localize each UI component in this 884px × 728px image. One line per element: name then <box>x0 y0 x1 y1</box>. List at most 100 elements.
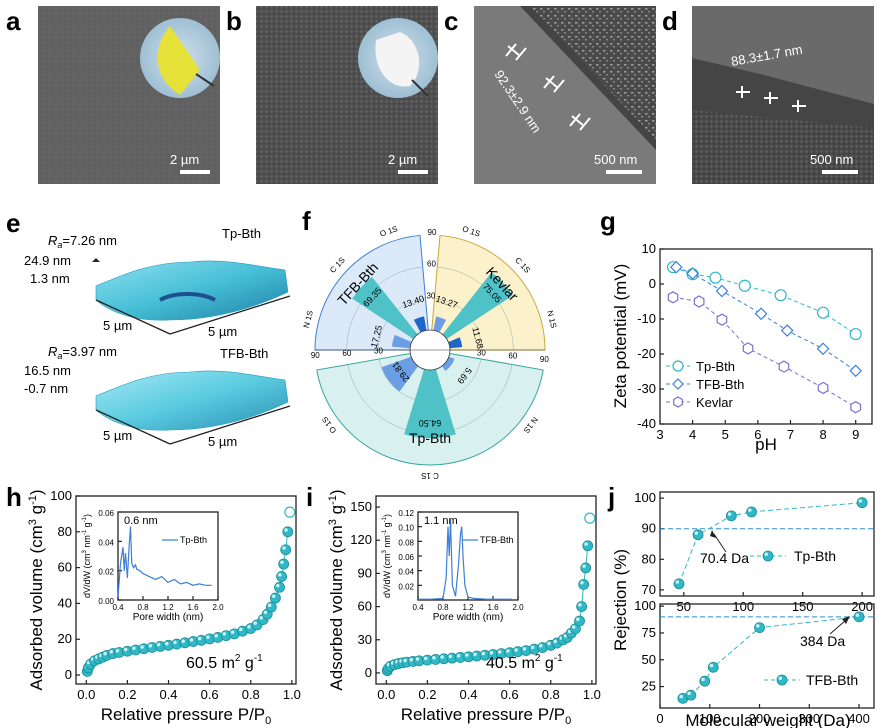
rej-bottom-point-highlight <box>855 613 860 617</box>
iso-i-inset-ylabel-sup1: 3 <box>382 550 388 554</box>
zeta-legend-label: Kevlar <box>696 395 734 410</box>
panel-c: c 92.3±2.9 nm 500 nm <box>444 6 656 184</box>
rej-bottom-xtick-label: 0 <box>656 711 663 726</box>
iso-h-xtick-label: 0.6 <box>201 687 219 702</box>
iso-h-inset-bg <box>118 512 218 600</box>
rej-bottom-point-highlight <box>756 624 760 628</box>
polar-category-label: C 1S <box>421 471 439 480</box>
iso-h-point-highlight <box>165 641 169 646</box>
iso-h-annotation: 60.5 m2 g-1 <box>186 653 263 672</box>
polar-category-label: N 1S <box>302 310 315 329</box>
rej-bottom-legend: TFB-Bth <box>806 672 858 688</box>
panel-label-d: d <box>662 6 678 36</box>
rej-bottom-cutoff-label: 384 Da <box>800 633 845 649</box>
afm-bottom-zmin: -0.7 nm <box>24 381 68 396</box>
iso-i-point-highlight <box>465 653 469 657</box>
iso-i-point-highlight <box>514 648 518 652</box>
polar-bar-C-1S <box>442 272 513 339</box>
rej-bottom-ytick-label: 100 <box>634 598 656 613</box>
iso-h-inset-xlabel: Pore width (nm) <box>133 612 204 623</box>
iso-h-inset-legend: Tp-Bth <box>180 535 207 545</box>
rej-bottom-arrow <box>829 619 847 635</box>
polar-bar-N-1S <box>441 356 455 371</box>
iso-i-xlabel-sub: 0 <box>565 715 571 727</box>
iso-i-annotation-sup2: -1 <box>554 653 563 664</box>
iso-i-point <box>578 579 590 590</box>
scale-label-c: 500 nm <box>594 152 637 167</box>
polar-tick-label: 60 <box>508 352 517 361</box>
zeta-point-TFB-Bth <box>849 364 863 378</box>
iso-i-ylabel-sup2: -1 <box>327 495 339 505</box>
iso-i-xlabel-main: Relative pressure P/P <box>401 705 565 724</box>
iso-h-point <box>265 601 277 613</box>
zeta-legend-label: TFB-Bth <box>696 377 744 392</box>
rej-top-point <box>856 497 868 509</box>
polar-tick-label: 60 <box>342 349 351 358</box>
polar-sector-name: Tp-Bth <box>409 430 451 446</box>
scale-label-a: 2 µm <box>170 152 199 167</box>
afm-bottom-zmax: 16.5 nm <box>24 363 71 378</box>
panel-h: h 0.0 0.2 0.4 0.6 0.8 1.0020406080100Relative… <box>6 482 301 727</box>
iso-i-point-highlight <box>547 641 551 646</box>
rej-bottom-point-highlight <box>701 677 705 682</box>
rej-top-point <box>692 529 704 541</box>
polar-bar-C-1S <box>404 369 456 439</box>
iso-h-point <box>270 592 281 604</box>
iso-i-point-highlight <box>409 657 414 662</box>
iso-i-inset-xtick-label: 2.0 <box>512 603 524 612</box>
iso-i-inset-xtick-label: 1.2 <box>462 603 474 612</box>
panel-label-e: e <box>6 208 20 238</box>
iso-i-inset-ylabel-sup3: -1 <box>382 516 388 522</box>
iso-h-point-highlight <box>109 650 114 654</box>
iso-h-annotation-sup2: -1 <box>254 653 263 664</box>
polar-tick-label: 90 <box>540 355 549 364</box>
tweezer-icon-b <box>411 79 429 97</box>
iso-i-ytick-label: 120 <box>350 532 372 547</box>
iso-h-point-highlight <box>239 627 243 632</box>
rej-top-xtick-label: 50 <box>677 599 691 614</box>
iso-h-point-highlight <box>280 560 284 565</box>
iso-i-ytick-label: 0 <box>365 665 372 680</box>
iso-h-point-highlight <box>181 639 185 643</box>
iso-h-point-highlight <box>247 624 251 629</box>
iso-i-inset-bg <box>418 512 518 600</box>
rej-bottom-frame <box>659 603 875 709</box>
sem-substrate-d <box>692 110 874 184</box>
zeta-point-TFB-Bth <box>754 307 768 321</box>
iso-h-point-highlight <box>230 630 235 634</box>
iso-h-inset-ytick-label: 0.06 <box>98 509 114 518</box>
iso-h-inset-ylabel-main: dV/dW (cm <box>82 554 92 599</box>
iso-h-point-highlight <box>253 621 257 625</box>
iso-h-ylabel-end: ) <box>27 489 46 495</box>
polar-tick-label: 30 <box>477 348 486 357</box>
panel-label-a: a <box>6 6 21 36</box>
iso-i-inset-ylabel-end: ) <box>382 514 392 517</box>
polar-bar-O-1S <box>381 356 419 392</box>
iso-h-inset-xtick-label: 0.8 <box>137 603 149 612</box>
iso-h-point-highlight <box>156 642 161 647</box>
panel-label-c: c <box>444 6 458 36</box>
iso-h-point <box>274 581 285 593</box>
iso-h-inset-curve <box>117 526 212 598</box>
iso-i-inset-xtick-label: 0.8 <box>437 603 449 612</box>
iso-i-point-highlight <box>553 639 557 644</box>
afm-top-x-axis <box>95 299 171 335</box>
rej-top-arrowhead <box>710 530 716 538</box>
iso-i-inset-xtick-label: 1.6 <box>487 603 499 612</box>
iso-i-annotation-sup1: 2 <box>535 653 541 664</box>
afm-bottom-x-axis <box>95 409 171 445</box>
panel-b: b 2 µm <box>226 6 438 184</box>
iso-h-point-highlight <box>103 651 107 656</box>
polar-category-label: O 1S <box>320 415 338 435</box>
rej-bottom-point-highlight <box>709 663 714 668</box>
iso-i-inset-legend: TFB-Bth <box>480 535 514 545</box>
sem-background-c <box>474 6 656 184</box>
iso-h-inset-ytick-label: 0.04 <box>98 538 114 547</box>
iso-i-point-highlight <box>415 657 420 661</box>
iso-i-inset-ytick-label: 0.12 <box>398 509 414 518</box>
iso-h-ytick-label: 80 <box>58 524 72 539</box>
iso-h-point-highlight <box>271 594 276 599</box>
polar-tick-label: 30 <box>374 347 383 356</box>
thickness-marks-c <box>505 43 591 131</box>
